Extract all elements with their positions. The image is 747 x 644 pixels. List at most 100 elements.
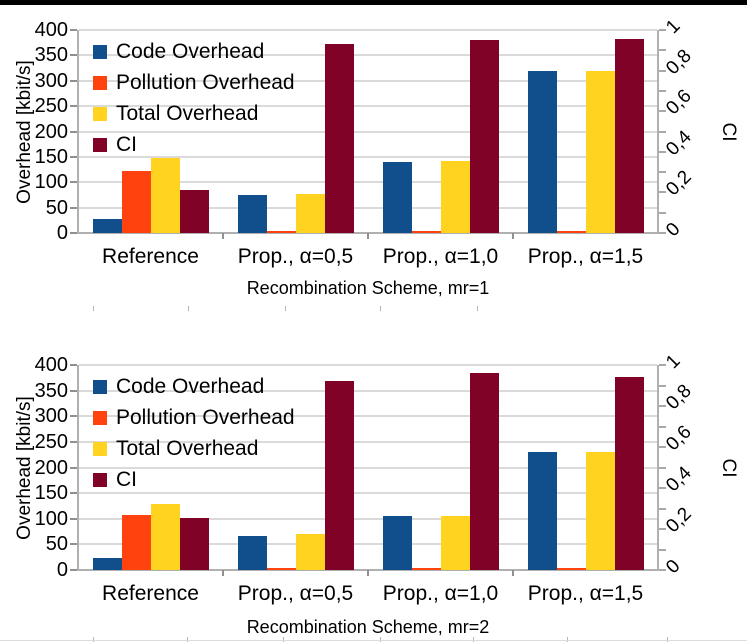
category-boundary-tick bbox=[222, 233, 224, 239]
page-artifact-tick bbox=[188, 306, 189, 311]
left-axis-tick-label: 200 bbox=[34, 456, 68, 479]
h-gridline bbox=[79, 389, 657, 392]
legend-label: Code Overhead bbox=[116, 375, 265, 398]
bar-ci bbox=[179, 518, 209, 570]
h-gridline bbox=[79, 155, 657, 158]
left-axis-tick bbox=[70, 389, 77, 392]
category-label: Prop., α=1,0 bbox=[382, 582, 499, 605]
right-axis-tick bbox=[659, 191, 666, 194]
chart-mr2: 0 50 100 150 200 250 300 350 400 0 0,2 0,4 0,6 0,8 1 Re… bbox=[0, 322, 747, 644]
legend-label: Total Overhead bbox=[116, 437, 259, 460]
right-axis-tick-label: 0,2 bbox=[662, 166, 696, 201]
bar-total-overhead bbox=[440, 516, 470, 570]
page-artifact-tick bbox=[380, 306, 381, 311]
y-axis-title-left: Overhead [kbit/s] bbox=[14, 59, 35, 204]
left-axis-tick bbox=[70, 29, 77, 31]
bar-pollution-overhead bbox=[266, 231, 296, 233]
left-axis-tick-label: 250 bbox=[34, 430, 68, 453]
legend-item: Code Overhead bbox=[93, 36, 295, 67]
bar-ci bbox=[469, 373, 499, 570]
right-axis-tick bbox=[659, 171, 666, 174]
y-axis-title-right: CI bbox=[718, 458, 739, 477]
legend-label: Pollution Overhead bbox=[116, 71, 295, 94]
left-axis-tick-label: 200 bbox=[34, 120, 68, 143]
right-axis-tick bbox=[659, 569, 666, 571]
right-axis-tick-label: 0,8 bbox=[662, 45, 696, 79]
right-axis-tick bbox=[659, 548, 666, 551]
legend-label: CI bbox=[116, 468, 137, 491]
left-axis-tick-label: 50 bbox=[45, 196, 68, 219]
left-axis-tick bbox=[70, 206, 77, 209]
legend-item: CI bbox=[93, 129, 295, 160]
legend-label: Total Overhead bbox=[116, 102, 259, 125]
bar-code-overhead bbox=[382, 162, 412, 233]
y-axis-title-left: Overhead [kbit/s] bbox=[14, 395, 35, 540]
bar-ci bbox=[614, 377, 644, 570]
bar-ci bbox=[324, 381, 354, 570]
bar-code-overhead bbox=[92, 558, 122, 570]
h-gridline bbox=[79, 206, 657, 209]
page-artifact-tick bbox=[93, 637, 94, 642]
page-artifact-tick bbox=[187, 637, 188, 642]
left-axis-tick bbox=[70, 105, 77, 108]
page-artifact-tick bbox=[667, 637, 668, 642]
h-gridline bbox=[79, 130, 657, 133]
h-gridline bbox=[79, 466, 657, 469]
right-axis-tick bbox=[659, 49, 666, 52]
bar-ci bbox=[469, 40, 499, 233]
right-axis-tick-label: 0,4 bbox=[662, 462, 696, 497]
category-boundary-tick bbox=[367, 570, 369, 576]
bar-total-overhead bbox=[295, 534, 325, 570]
right-axis-tick bbox=[659, 110, 666, 113]
legend-swatch-code-overhead bbox=[93, 379, 107, 394]
right-axis-tick-label: 0,8 bbox=[662, 380, 696, 415]
legend-item: Pollution Overhead bbox=[93, 402, 295, 433]
x-axis-title: Recombination Scheme, mr=1 bbox=[246, 278, 490, 298]
legend-item: Total Overhead bbox=[93, 433, 295, 464]
right-axis-tick-label: 0,6 bbox=[662, 85, 696, 120]
bar-total-overhead bbox=[585, 71, 615, 233]
bar-total-overhead bbox=[150, 158, 180, 233]
page-artifact-tick bbox=[285, 306, 286, 311]
h-gridline bbox=[79, 517, 657, 520]
category-label: Reference bbox=[102, 245, 199, 268]
bar-code-overhead bbox=[237, 195, 267, 233]
legend: Code Overhead Pollution Overhead Total Ove… bbox=[93, 36, 295, 160]
left-axis-line bbox=[77, 30, 79, 233]
right-axis-tick-label: 0,4 bbox=[662, 126, 696, 160]
h-gridline bbox=[79, 181, 657, 184]
category-boundary-tick bbox=[222, 570, 224, 576]
right-axis-tick bbox=[659, 69, 666, 72]
right-axis-tick bbox=[659, 528, 666, 530]
right-axis-tick-label: 0,2 bbox=[662, 503, 696, 538]
right-axis-tick-label: 0 bbox=[662, 218, 685, 242]
right-axis-tick-label: 1 bbox=[662, 350, 685, 374]
category-label: Prop., α=1,5 bbox=[527, 582, 644, 605]
bar-code-overhead bbox=[382, 516, 412, 570]
bar-ci bbox=[324, 44, 354, 233]
left-axis-tick bbox=[70, 466, 77, 469]
right-axis-tick bbox=[659, 29, 666, 31]
right-axis-tick bbox=[659, 150, 666, 153]
legend-item: Code Overhead bbox=[93, 371, 295, 402]
right-axis-tick-label: 0,6 bbox=[662, 421, 696, 456]
h-gridline bbox=[79, 543, 657, 546]
category-boundary-tick bbox=[367, 233, 369, 239]
left-axis-tick-label: 400 bbox=[34, 354, 68, 376]
right-axis-tick bbox=[659, 211, 666, 214]
right-axis-tick bbox=[659, 466, 666, 469]
left-axis-tick-label: 350 bbox=[34, 379, 68, 402]
page-artifact-tick bbox=[380, 637, 381, 642]
bar-pollution-overhead bbox=[121, 515, 151, 570]
left-axis-tick bbox=[70, 364, 77, 366]
h-gridline bbox=[79, 492, 657, 495]
legend-label: Pollution Overhead bbox=[116, 406, 295, 429]
right-axis-tick bbox=[659, 384, 666, 387]
bar-pollution-overhead bbox=[556, 231, 586, 233]
right-axis-tick bbox=[659, 364, 666, 366]
left-axis-tick bbox=[70, 232, 77, 234]
left-axis-tick-label: 100 bbox=[34, 171, 68, 194]
left-axis-tick-label: 50 bbox=[45, 533, 68, 556]
top-border-bar bbox=[0, 0, 747, 5]
